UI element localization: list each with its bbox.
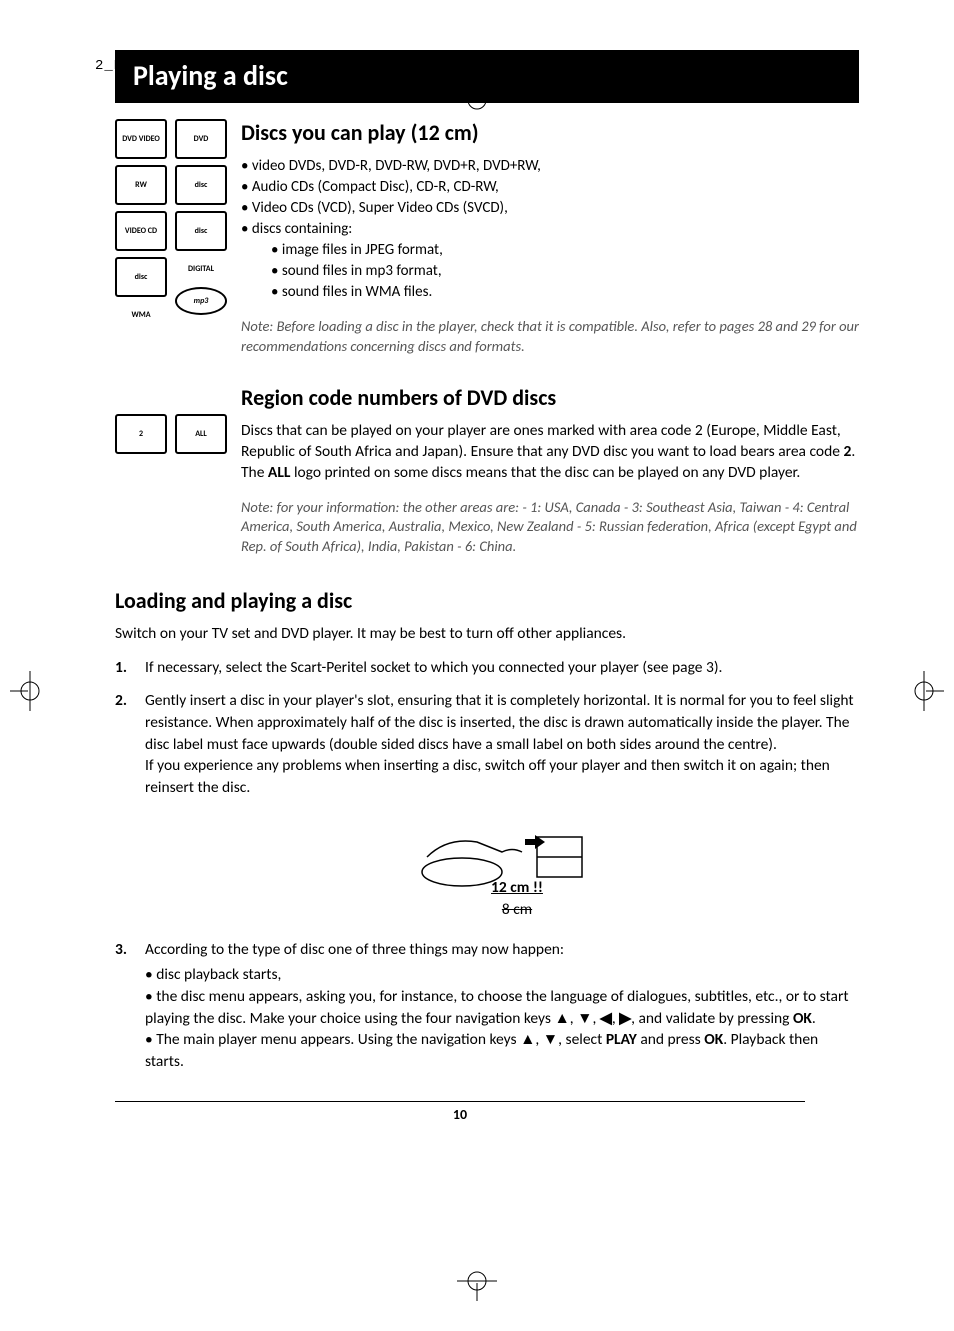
region-note: Note: for your information: the other ar… [241,498,859,557]
up-arrow-icon: ▲ [554,1009,569,1028]
intro-text: Switch on your TV set and DVD player. It… [115,624,859,645]
crop-mark-right-icon [904,671,944,711]
text: The main player menu appears. Using the … [156,1030,520,1049]
region-logos: 2 ALL [115,384,227,556]
region-code-section: 2 ALL Region code numbers of DVD discs D… [115,384,859,556]
loading-disc-section: Loading and playing a disc Switch on you… [115,587,859,1073]
rw-logo-icon: RW [115,165,167,205]
step-2: Gently insert a disc in your player's sl… [115,690,859,921]
list-item: disc playback starts, [145,964,859,986]
text: If you experience any problems when inse… [145,756,830,797]
dvd-logo-icon: DVD [175,119,227,159]
step-1: If necessary, select the Scart-Peritel s… [115,657,859,679]
text: and press [637,1030,704,1049]
digital-logo-icon: DIGITAL [175,257,227,281]
text: , and validate by pressing [631,1009,793,1028]
page-title-banner: Playing a disc [115,50,859,103]
step3-outcomes: disc playback starts, the disc menu appe… [145,964,859,1072]
text: , select [558,1030,606,1049]
compact-disc-logo-icon: disc [175,165,227,205]
page-number: 10 [115,1101,805,1123]
mp3-logo-icon: mp3 [175,287,227,315]
dvd-video-logo-icon: DVD VIDEO [115,119,167,159]
step-3: According to the type of disc one of thr… [115,939,859,1073]
list-item: discs containing: [241,219,859,240]
right-arrow-icon: ▶ [619,1009,631,1028]
compatibility-note: Note: Before loading a disc in the playe… [241,317,859,356]
diagram-label-8cm: 8 cm [175,899,859,921]
down-arrow-icon: ▼ [577,1009,592,1028]
format-logos: DVD VIDEO RW VIDEO CD disc WMA DVD disc … [115,119,227,356]
disc-insert-diagram: 12 cm !! 8 cm [145,817,859,921]
list-item: video DVDs, DVD-R, DVD-RW, DVD+R, DVD+RW… [241,156,859,177]
disc-content-sublist: image files in JPEG format, sound files … [241,240,859,303]
text: According to the type of disc one of thr… [145,940,564,959]
ok-bold: OK [793,1009,812,1028]
section-heading: Region code numbers of DVD discs [241,384,859,411]
list-item: Audio CDs (Compact Disc), CD-R, CD-RW, [241,177,859,198]
crop-mark-bottom-icon [457,1261,497,1301]
list-item: sound files in WMA files. [271,282,859,303]
text: Discs that can be played on your player … [241,421,843,461]
all-bold: ALL [268,463,291,482]
up-arrow-icon: ▲ [520,1030,535,1049]
disc-logo-icon: disc [115,257,167,297]
videocd-logo-icon: VIDEO CD [115,211,167,251]
list-item: sound files in mp3 format, [271,261,859,282]
text: Gently insert a disc in your player's sl… [145,691,854,753]
discs-you-can-play-section: DVD VIDEO RW VIDEO CD disc WMA DVD disc … [115,119,859,356]
list-item: the disc menu appears, asking you, for i… [145,986,859,1029]
section-heading: Loading and playing a disc [115,587,859,614]
steps-list: If necessary, select the Scart-Peritel s… [115,657,859,1073]
wma-logo-icon: WMA [115,303,167,327]
list-item: The main player menu appears. Using the … [145,1029,859,1072]
play-bold: PLAY [606,1030,637,1049]
region-all-logo-icon: ALL [175,414,227,454]
down-arrow-icon: ▼ [543,1030,558,1049]
left-arrow-icon: ◀ [600,1009,612,1028]
page-content: Playing a disc DVD VIDEO RW VIDEO CD dis… [115,50,859,1123]
diagram-label-12cm: 12 cm !! [175,877,859,899]
crop-mark-left-icon [10,671,50,711]
compact-disc-recordable-logo-icon: disc [175,211,227,251]
ok-bold: OK [704,1030,723,1049]
list-item: image files in JPEG format, [271,240,859,261]
section-heading: Discs you can play (12 cm) [241,119,859,146]
disc-types-list: video DVDs, DVD-R, DVD-RW, DVD+R, DVD+RW… [241,156,859,240]
region-body: Discs that can be played on your player … [241,421,859,484]
text: logo printed on some discs means that th… [290,463,800,482]
region-2-logo-icon: 2 [115,414,167,454]
list-item: Video CDs (VCD), Super Video CDs (SVCD), [241,198,859,219]
